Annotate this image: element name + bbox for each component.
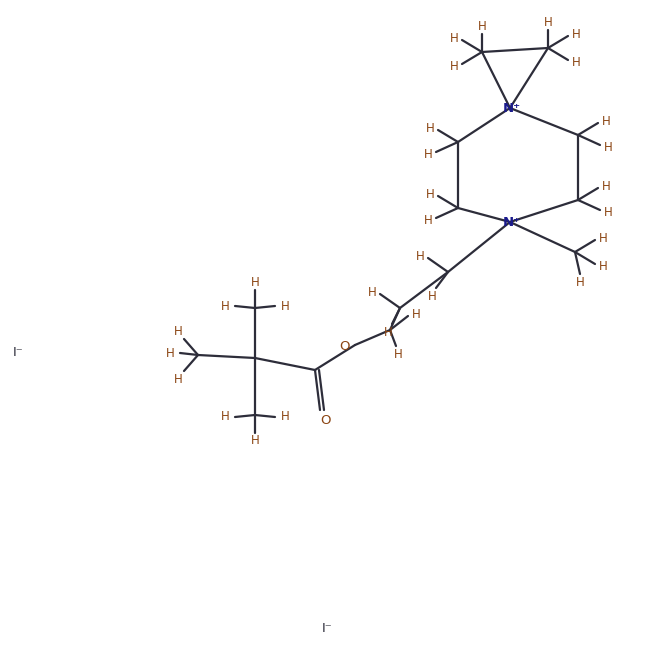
Text: H: H — [367, 285, 377, 299]
Text: H: H — [601, 180, 611, 192]
Text: H: H — [174, 373, 182, 385]
Text: H: H — [384, 325, 392, 339]
Text: H: H — [251, 434, 259, 448]
Text: H: H — [174, 325, 182, 337]
Text: O: O — [339, 339, 350, 353]
Text: H: H — [603, 206, 613, 218]
Text: H: H — [424, 148, 432, 160]
Text: H: H — [166, 347, 174, 359]
Text: I⁻: I⁻ — [13, 345, 23, 359]
Text: H: H — [572, 27, 580, 41]
Text: I⁻: I⁻ — [322, 621, 332, 635]
Text: H: H — [251, 275, 259, 289]
Text: H: H — [477, 19, 487, 33]
Text: H: H — [450, 31, 458, 45]
Text: H: H — [424, 214, 432, 226]
Text: H: H — [575, 275, 584, 289]
Text: H: H — [280, 411, 289, 424]
Text: H: H — [544, 15, 552, 29]
Text: N⁺: N⁺ — [503, 216, 521, 228]
Text: H: H — [221, 299, 229, 313]
Text: H: H — [412, 307, 420, 321]
Text: H: H — [599, 232, 607, 244]
Text: O: O — [321, 413, 332, 426]
Text: H: H — [426, 122, 434, 134]
Text: H: H — [394, 347, 402, 361]
Text: H: H — [280, 299, 289, 313]
Text: H: H — [428, 289, 436, 303]
Text: H: H — [221, 411, 229, 424]
Text: H: H — [450, 59, 458, 73]
Text: H: H — [572, 55, 580, 69]
Text: H: H — [416, 250, 424, 263]
Text: H: H — [426, 188, 434, 200]
Text: H: H — [599, 259, 607, 273]
Text: N⁺: N⁺ — [503, 102, 521, 114]
Text: H: H — [603, 140, 613, 154]
Text: H: H — [601, 114, 611, 128]
